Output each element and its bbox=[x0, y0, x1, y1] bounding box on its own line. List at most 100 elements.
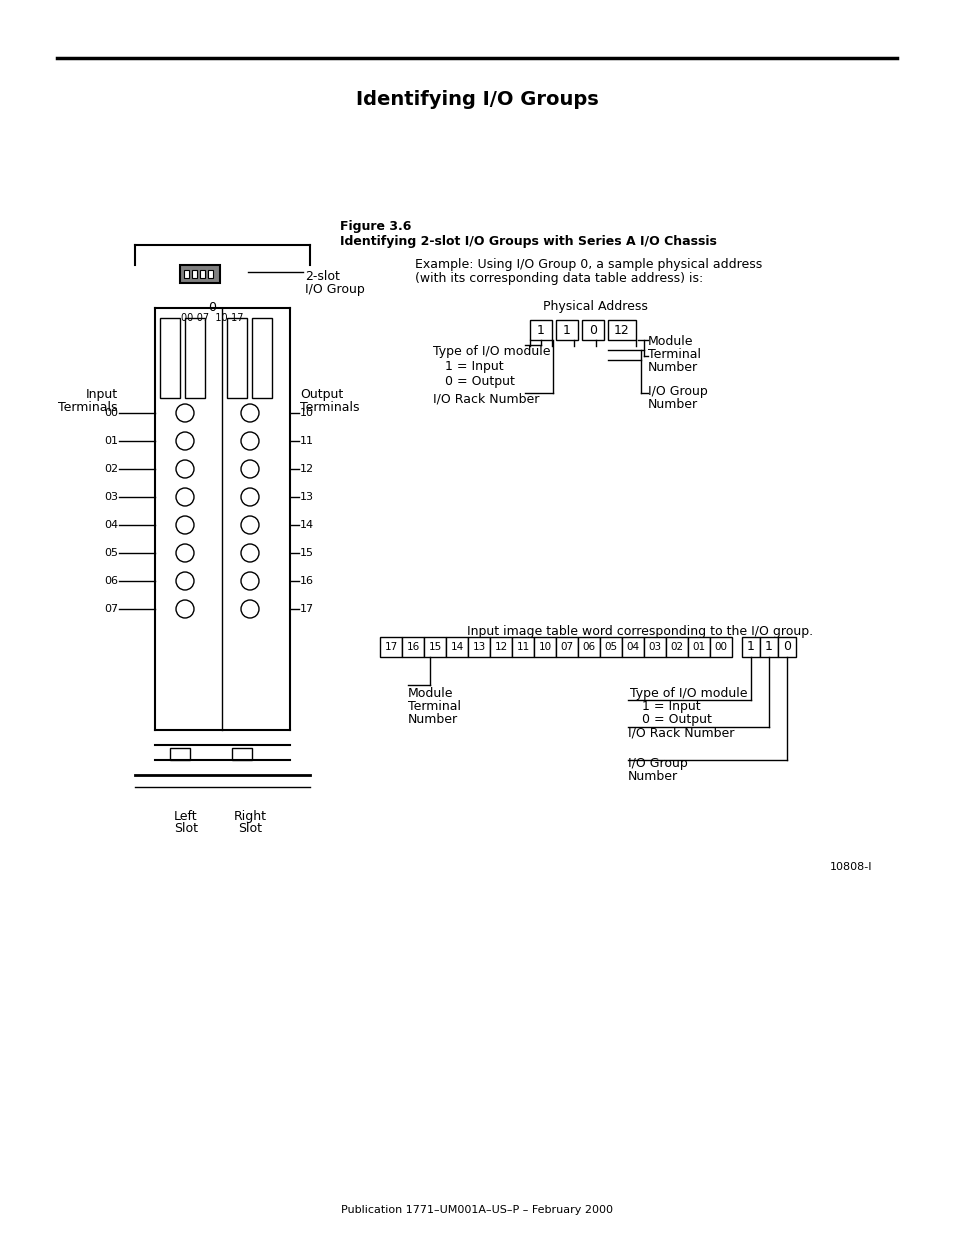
Text: I/O Group: I/O Group bbox=[647, 385, 707, 398]
Text: 10: 10 bbox=[299, 408, 314, 417]
Text: Right: Right bbox=[233, 810, 266, 823]
Circle shape bbox=[241, 488, 258, 506]
Bar bbox=[581, 320, 603, 340]
Text: Identifying I/O Groups: Identifying I/O Groups bbox=[355, 90, 598, 109]
Text: 0: 0 bbox=[588, 324, 597, 336]
Circle shape bbox=[175, 516, 193, 534]
Circle shape bbox=[175, 404, 193, 422]
Text: 17: 17 bbox=[299, 604, 314, 614]
Text: 11: 11 bbox=[516, 642, 529, 652]
Circle shape bbox=[175, 572, 193, 590]
Text: Input: Input bbox=[86, 388, 118, 401]
Bar bbox=[227, 317, 247, 398]
Text: Number: Number bbox=[408, 713, 457, 726]
Text: 00: 00 bbox=[104, 408, 118, 417]
Circle shape bbox=[175, 600, 193, 618]
Bar bbox=[512, 637, 534, 657]
Text: 00: 00 bbox=[714, 642, 727, 652]
Bar bbox=[534, 637, 556, 657]
Text: Left: Left bbox=[174, 810, 197, 823]
Text: 16: 16 bbox=[406, 642, 419, 652]
Bar bbox=[643, 637, 665, 657]
Bar bbox=[180, 266, 220, 283]
Text: 1: 1 bbox=[562, 324, 570, 336]
Bar bbox=[200, 270, 205, 278]
Bar bbox=[379, 637, 401, 657]
Text: I/O Group: I/O Group bbox=[627, 757, 687, 769]
Bar bbox=[665, 637, 687, 657]
Text: (with its corresponding data table address) is:: (with its corresponding data table addre… bbox=[415, 272, 702, 285]
Text: 05: 05 bbox=[604, 642, 617, 652]
Bar bbox=[709, 637, 731, 657]
Bar bbox=[607, 320, 636, 340]
Text: Type of I/O module: Type of I/O module bbox=[629, 687, 747, 700]
Bar bbox=[446, 637, 468, 657]
Text: 1 = Input: 1 = Input bbox=[641, 700, 700, 713]
Text: Number: Number bbox=[647, 361, 698, 374]
Bar bbox=[401, 637, 423, 657]
Text: 12: 12 bbox=[299, 464, 314, 474]
Bar bbox=[530, 320, 552, 340]
Text: Figure 3.6: Figure 3.6 bbox=[339, 220, 411, 233]
Text: 16: 16 bbox=[299, 576, 314, 585]
Text: Example: Using I/O Group 0, a sample physical address: Example: Using I/O Group 0, a sample phy… bbox=[415, 258, 761, 270]
Circle shape bbox=[241, 572, 258, 590]
Text: 15: 15 bbox=[299, 548, 314, 558]
Text: 2-slot: 2-slot bbox=[305, 270, 339, 283]
Text: 01: 01 bbox=[692, 642, 705, 652]
Text: Slot: Slot bbox=[173, 823, 198, 835]
Text: Number: Number bbox=[627, 769, 678, 783]
Bar bbox=[621, 637, 643, 657]
Text: 07: 07 bbox=[559, 642, 573, 652]
Bar bbox=[160, 317, 180, 398]
Text: Slot: Slot bbox=[237, 823, 262, 835]
Text: 0 = Output: 0 = Output bbox=[641, 713, 711, 726]
Bar bbox=[170, 748, 190, 760]
Text: 0: 0 bbox=[782, 641, 790, 653]
Circle shape bbox=[241, 516, 258, 534]
Text: 1: 1 bbox=[764, 641, 772, 653]
Text: 10808-I: 10808-I bbox=[829, 862, 872, 872]
Circle shape bbox=[175, 432, 193, 450]
Bar bbox=[741, 637, 760, 657]
Text: Module: Module bbox=[408, 687, 453, 700]
Circle shape bbox=[175, 488, 193, 506]
Text: 01: 01 bbox=[104, 436, 118, 446]
Text: 03: 03 bbox=[648, 642, 660, 652]
Text: 15: 15 bbox=[428, 642, 441, 652]
Text: I/O Rack Number: I/O Rack Number bbox=[433, 393, 538, 406]
Text: I/O Rack Number: I/O Rack Number bbox=[627, 727, 734, 740]
Text: I/O Group: I/O Group bbox=[305, 283, 364, 296]
Text: 00-07  10-17: 00-07 10-17 bbox=[180, 312, 243, 324]
Text: Output: Output bbox=[299, 388, 343, 401]
Text: 0 = Output: 0 = Output bbox=[444, 375, 515, 388]
Bar bbox=[423, 637, 446, 657]
Text: 1 = Input: 1 = Input bbox=[444, 359, 503, 373]
Text: 12: 12 bbox=[614, 324, 629, 336]
Text: Terminal: Terminal bbox=[408, 700, 460, 713]
Bar bbox=[578, 637, 599, 657]
Bar bbox=[185, 317, 205, 398]
Text: Module: Module bbox=[647, 335, 693, 348]
Text: 02: 02 bbox=[104, 464, 118, 474]
Text: 06: 06 bbox=[104, 576, 118, 585]
Text: 05: 05 bbox=[104, 548, 118, 558]
Text: 14: 14 bbox=[450, 642, 463, 652]
Circle shape bbox=[241, 600, 258, 618]
Text: 10: 10 bbox=[537, 642, 551, 652]
Text: Terminals: Terminals bbox=[299, 401, 359, 414]
Text: 1: 1 bbox=[746, 641, 754, 653]
Circle shape bbox=[175, 459, 193, 478]
Circle shape bbox=[241, 404, 258, 422]
Text: 12: 12 bbox=[494, 642, 507, 652]
Text: 06: 06 bbox=[582, 642, 595, 652]
Text: 04: 04 bbox=[626, 642, 639, 652]
Text: 04: 04 bbox=[104, 520, 118, 530]
Text: Terminal: Terminal bbox=[647, 348, 700, 361]
Text: Type of I/O module: Type of I/O module bbox=[433, 345, 550, 358]
Text: 02: 02 bbox=[670, 642, 683, 652]
Bar bbox=[232, 748, 252, 760]
Circle shape bbox=[241, 543, 258, 562]
Bar bbox=[599, 637, 621, 657]
Bar bbox=[760, 637, 778, 657]
